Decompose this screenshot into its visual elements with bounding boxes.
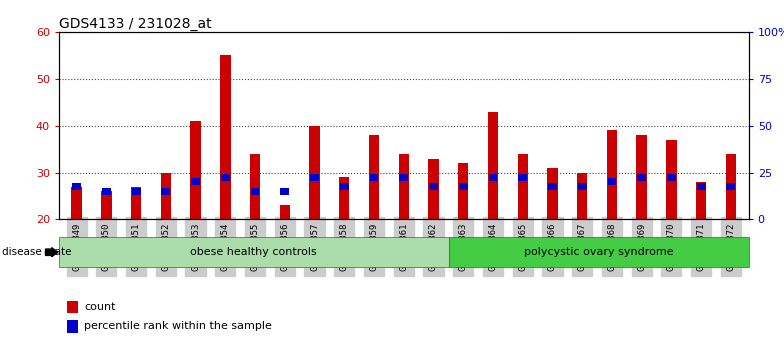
Bar [547,168,557,219]
Bar [517,154,528,219]
Bar [251,188,260,195]
Bar [448,237,749,267]
Bar [191,178,200,185]
Text: GDS4133 / 231028_at: GDS4133 / 231028_at [59,17,212,31]
Bar [250,154,260,219]
Bar [221,174,230,181]
Bar [220,55,230,219]
Bar [59,237,448,267]
Bar [280,205,290,219]
Bar [697,183,706,190]
Bar [726,154,736,219]
Bar [72,183,81,190]
Bar [102,188,111,195]
Bar [428,159,439,219]
Text: polycystic ovary syndrome: polycystic ovary syndrome [524,247,673,257]
Bar [667,174,676,181]
Text: obese healthy controls: obese healthy controls [191,247,318,257]
Bar [310,126,320,219]
Bar [132,188,140,195]
Text: count: count [85,302,116,312]
Bar [637,174,646,181]
Bar [368,135,379,219]
Bar [696,182,706,219]
Bar [727,183,735,190]
Bar [607,130,617,219]
Bar [577,172,587,219]
Bar [429,183,438,190]
Bar [459,183,468,190]
Bar [637,135,647,219]
Bar [161,172,171,219]
Bar [101,191,111,219]
Bar [310,174,319,181]
Bar [67,301,78,313]
Bar [548,183,557,190]
Text: percentile rank within the sample: percentile rank within the sample [85,321,272,331]
Bar [281,188,289,195]
Bar [399,174,408,181]
Bar [488,174,497,181]
Bar [369,174,379,181]
Bar [162,188,170,195]
Bar [398,154,409,219]
Bar [131,187,141,219]
Text: disease state: disease state [2,247,72,257]
Bar [518,174,527,181]
Bar [67,320,78,333]
Bar [339,183,349,190]
Bar [191,121,201,219]
Bar [666,140,677,219]
Bar [458,163,468,219]
Bar [608,178,616,185]
Bar [488,112,498,219]
Bar [71,187,82,219]
Bar [578,183,586,190]
Bar [339,177,350,219]
